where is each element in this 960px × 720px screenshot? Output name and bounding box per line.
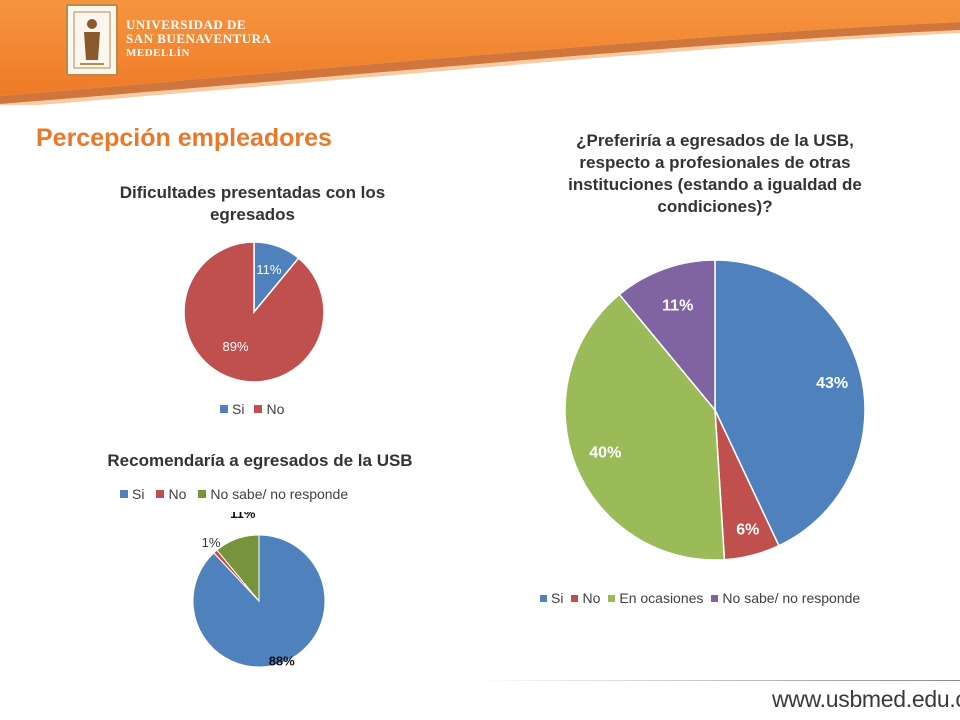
legend-item: No sabe/ no responde xyxy=(711,590,860,606)
pie-data-label: 89% xyxy=(223,339,249,354)
legend-swatch xyxy=(608,594,616,602)
chart2-title: Recomendaría a egresados de la USB xyxy=(107,451,413,470)
pie-data-label: 88% xyxy=(269,654,295,669)
footer-url: www.usbmed.edu.co xyxy=(772,686,960,712)
legend-swatch xyxy=(156,490,165,498)
chart3-pie: 43% 6% 40% 11% xyxy=(564,259,866,561)
university-name-line: SAN BUENAVENTURA xyxy=(126,31,272,46)
legend-swatch xyxy=(120,490,128,498)
pie-data-label: 11% xyxy=(662,298,693,315)
footer-divider xyxy=(470,680,960,681)
legend-item: No xyxy=(156,486,186,502)
university-name-line: MEDELLÍN xyxy=(126,47,190,59)
chart1-legend: Si No xyxy=(220,401,294,417)
pie-data-label: 1% xyxy=(202,535,221,550)
legend-item: No xyxy=(571,590,600,606)
legend-label: No xyxy=(168,486,187,502)
legend-item: No xyxy=(254,401,284,417)
legend-swatch xyxy=(540,594,547,602)
pie-slice-no xyxy=(183,241,325,383)
legend-label: No xyxy=(582,590,601,606)
legend-item: Si xyxy=(120,486,144,502)
pie-data-label: 40% xyxy=(589,445,621,462)
header-band xyxy=(0,0,960,105)
pie-data-label: 43% xyxy=(816,375,848,392)
legend-label: En ocasiones xyxy=(619,590,704,606)
legend-label: No xyxy=(266,401,285,417)
pie-data-label: 11% xyxy=(256,262,281,277)
university-name-line: UNIVERSIDAD DE xyxy=(126,17,247,32)
chart3-legend: Si No En ocasiones No sabe/ no responde xyxy=(540,590,868,606)
legend-label: Si xyxy=(232,401,245,417)
legend-item: Si xyxy=(220,401,244,417)
university-logo xyxy=(66,4,118,76)
chart3-title: ¿Preferiría a egresados de la USB, respe… xyxy=(568,131,862,216)
legend-item: Si xyxy=(540,590,563,606)
pie-slice-si xyxy=(714,259,866,547)
chart1-pie: 11% 89% xyxy=(183,241,325,383)
pie-data-label: 11% xyxy=(230,512,256,521)
legend-swatch xyxy=(571,594,579,602)
legend-swatch xyxy=(220,405,228,413)
legend-label: No sabe/ no responde xyxy=(210,486,349,502)
legend-label: No sabe/ no responde xyxy=(722,590,861,606)
university-name: UNIVERSIDAD DE SAN BUENAVENTURA MEDELLÍN xyxy=(126,18,271,60)
seal-icon xyxy=(73,11,111,69)
slide-title: Percepción empleadores xyxy=(36,124,332,152)
legend-label: Si xyxy=(551,590,564,606)
pie-slice-no-sabe-no-responde xyxy=(618,259,716,413)
legend-swatch xyxy=(198,490,207,498)
legend-swatch xyxy=(254,405,263,413)
chart1-title: Dificultades presentadas con los egresad… xyxy=(119,183,386,224)
pie-slice-en-ocasiones xyxy=(564,293,726,561)
legend-item: No sabe/ no responde xyxy=(198,486,348,502)
legend-swatch xyxy=(711,594,719,602)
chart2-pie: 88% 1% 11% xyxy=(192,512,326,669)
pie-data-label: 6% xyxy=(736,521,759,538)
legend-label: Si xyxy=(132,486,145,502)
chart2-legend: Si No No sabe/ no responde xyxy=(120,486,360,502)
pie-slice-no-sabe-no-responde xyxy=(216,534,260,603)
header-banner: UNIVERSIDAD DE SAN BUENAVENTURA MEDELLÍN xyxy=(0,0,960,105)
legend-item: En ocasiones xyxy=(608,590,703,606)
